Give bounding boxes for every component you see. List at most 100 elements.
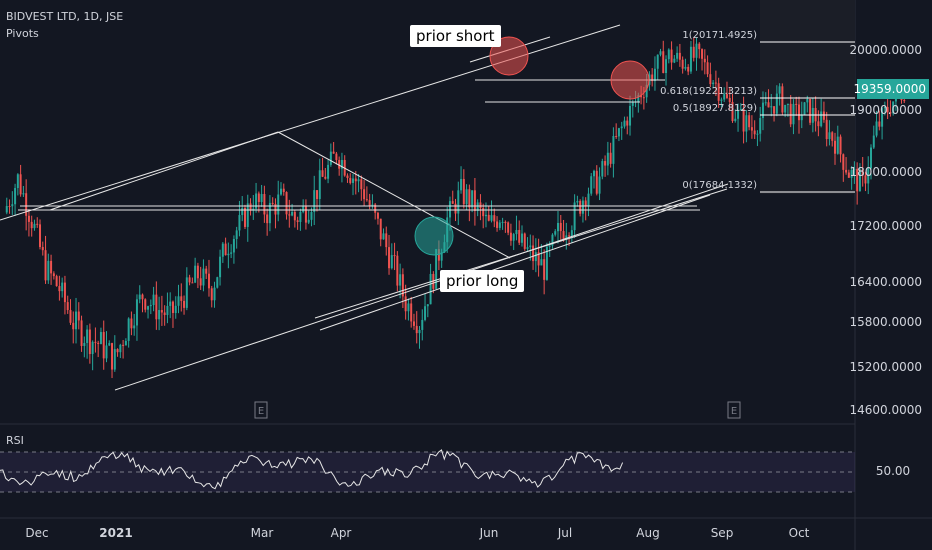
- candle-body: [598, 176, 601, 194]
- candle-body: [512, 234, 515, 241]
- candle-body: [534, 252, 537, 262]
- candle-body: [39, 224, 42, 248]
- candle-body: [138, 294, 141, 300]
- candle-body: [889, 112, 892, 114]
- candle-body: [817, 121, 820, 127]
- candle-body: [379, 218, 382, 240]
- candle-body: [166, 305, 169, 316]
- candle-body: [615, 135, 618, 137]
- earnings-marker-box: [727, 401, 741, 419]
- candle-body: [462, 178, 465, 205]
- candle-body: [850, 169, 853, 178]
- candle-body: [665, 59, 668, 74]
- candle-body: [723, 94, 726, 100]
- candle-body: [210, 288, 213, 301]
- candle-body: [280, 188, 282, 195]
- candle-body: [861, 169, 864, 176]
- candle-body: [102, 332, 105, 359]
- candle-body: [703, 58, 706, 63]
- candle-body: [241, 207, 244, 216]
- candle-body: [412, 321, 415, 326]
- candle-body: [612, 135, 615, 164]
- candle-body: [870, 147, 873, 169]
- candle-body: [119, 344, 122, 353]
- indicator-label: Pivots: [6, 27, 39, 40]
- candle-body: [853, 168, 856, 170]
- time-tick: Aug: [636, 526, 659, 540]
- candle-body: [230, 252, 233, 254]
- candle-body: [856, 168, 859, 192]
- candle-body: [454, 203, 457, 214]
- candle-body: [845, 169, 848, 173]
- time-tick: Apr: [331, 526, 352, 540]
- candle-body: [692, 46, 695, 58]
- candle-body: [820, 111, 823, 127]
- candle-body: [130, 318, 133, 329]
- candle-body: [695, 43, 698, 58]
- candle-body: [268, 202, 271, 224]
- candle-body: [108, 343, 111, 346]
- candle-body: [426, 304, 429, 307]
- candle-body: [313, 190, 316, 213]
- candle-body: [501, 221, 504, 223]
- candle-body: [712, 82, 715, 85]
- candle-body: [257, 193, 260, 202]
- candle-body: [329, 151, 332, 165]
- candle-body: [354, 178, 357, 182]
- last-price-badge: [857, 79, 929, 99]
- candle-body: [803, 102, 806, 115]
- prior-long-callout: prior long: [440, 270, 525, 292]
- candle-body: [321, 170, 324, 177]
- candle-body: [834, 140, 836, 154]
- candle-body: [246, 203, 249, 227]
- candle-body: [770, 106, 773, 108]
- candle-body: [310, 212, 313, 220]
- candle-body: [548, 245, 551, 247]
- candle-body: [296, 220, 299, 222]
- price-tick: 16400.0000: [849, 275, 922, 289]
- candle-body: [335, 153, 338, 161]
- time-tick: Dec: [25, 526, 48, 540]
- prior-long-circle: [414, 216, 454, 256]
- candle-body: [158, 310, 161, 320]
- rsi-line: [0, 449, 624, 490]
- candle-body: [629, 105, 632, 126]
- time-tick: Jun: [479, 526, 499, 540]
- candle-body: [232, 238, 235, 253]
- price-tick: 18000.0000: [849, 165, 922, 179]
- candle-body: [753, 130, 756, 135]
- candle-body: [396, 255, 399, 286]
- candle-body: [781, 86, 784, 113]
- candle-body: [448, 201, 451, 218]
- candle-body: [393, 255, 396, 257]
- candle-body: [543, 259, 546, 280]
- candle-body: [731, 101, 734, 122]
- candle-body: [332, 151, 335, 154]
- candle-body: [609, 152, 612, 164]
- candle-body: [235, 230, 238, 239]
- candle-body: [8, 206, 11, 208]
- candle-body: [80, 320, 83, 346]
- candle-body: [775, 93, 778, 114]
- candle-body: [224, 243, 227, 256]
- candle-body: [352, 178, 355, 183]
- candle-body: [116, 349, 119, 353]
- candle-body: [709, 74, 712, 85]
- time-tick: Jul: [557, 526, 572, 540]
- trend-line-7: [49, 131, 279, 211]
- candle-body: [133, 325, 136, 329]
- candle-body: [706, 62, 709, 75]
- candle-body: [864, 175, 867, 184]
- candle-body: [299, 211, 302, 222]
- candle-body: [645, 84, 648, 98]
- candle-body: [11, 204, 14, 207]
- candle-body: [58, 286, 61, 292]
- candle-body: [529, 245, 532, 248]
- candle-body: [601, 161, 604, 177]
- candle-body: [163, 312, 166, 316]
- candle-body: [318, 170, 321, 199]
- candle-body: [604, 161, 607, 166]
- candle-body: [545, 246, 548, 280]
